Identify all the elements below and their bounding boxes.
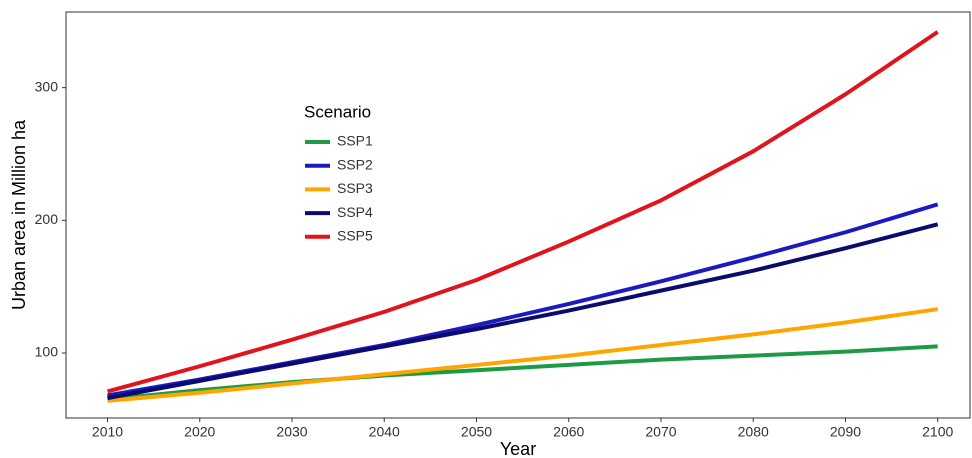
legend-label: SSP3 bbox=[337, 180, 373, 196]
x-tick-label: 2050 bbox=[461, 424, 492, 440]
legend-label: SSP1 bbox=[337, 133, 373, 149]
x-tick-label: 2060 bbox=[553, 424, 584, 440]
legend-label: SSP4 bbox=[337, 204, 373, 220]
y-tick-label: 100 bbox=[35, 344, 59, 360]
legend-label: SSP5 bbox=[337, 228, 373, 244]
y-tick-label: 200 bbox=[35, 211, 59, 227]
x-tick-label: 2010 bbox=[92, 424, 123, 440]
y-axis-title: Urban area in Million ha bbox=[9, 119, 29, 310]
x-tick-label: 2080 bbox=[738, 424, 769, 440]
series-line bbox=[106, 30, 939, 394]
legend-label: SSP2 bbox=[337, 156, 373, 172]
x-tick-label: 2070 bbox=[645, 424, 676, 440]
panel-border bbox=[65, 11, 971, 419]
x-tick-label: 2040 bbox=[369, 424, 400, 440]
x-tick-label: 2100 bbox=[922, 424, 953, 440]
x-tick-label: 2030 bbox=[276, 424, 307, 440]
series-line bbox=[107, 307, 938, 403]
legend-title: Scenario bbox=[304, 102, 371, 121]
y-tick-label: 300 bbox=[35, 78, 59, 94]
x-tick-label: 2090 bbox=[830, 424, 861, 440]
x-tick-label: 2020 bbox=[184, 424, 215, 440]
series-line bbox=[107, 222, 939, 401]
x-axis-title: Year bbox=[500, 439, 536, 458]
